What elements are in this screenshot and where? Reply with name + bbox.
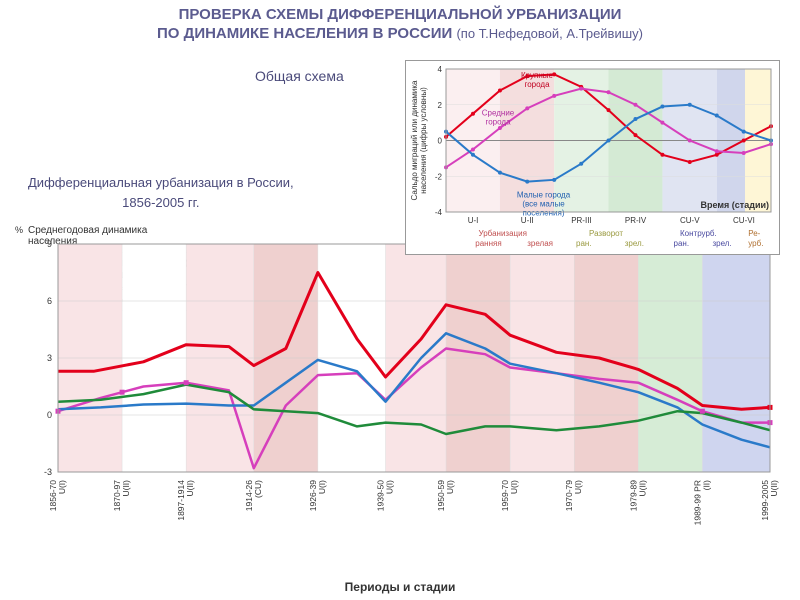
title-line-2: ПО ДИНАМИКЕ НАСЕЛЕНИЯ В РОССИИ (по Т.Неф… xyxy=(10,25,790,44)
svg-text:1999-2005U(II): 1999-2005U(II) xyxy=(760,480,779,521)
svg-text:U-I: U-I xyxy=(468,216,479,225)
schema-label: Общая схема xyxy=(255,68,344,84)
svg-text:4: 4 xyxy=(438,65,443,74)
svg-text:зрел.: зрел. xyxy=(625,239,644,248)
svg-text:6: 6 xyxy=(47,296,52,306)
svg-text:-2: -2 xyxy=(435,172,443,181)
svg-text:1970-79U(I): 1970-79U(I) xyxy=(564,480,583,511)
svg-text:-4: -4 xyxy=(435,208,443,217)
svg-text:Сальдо миграций или динамикана: Сальдо миграций или динамиканаселения (ц… xyxy=(410,80,428,200)
svg-text:1959-70U(I): 1959-70U(I) xyxy=(500,480,519,511)
svg-text:CU-V: CU-V xyxy=(680,216,700,225)
svg-text:1939-50U(I): 1939-50U(I) xyxy=(376,480,395,511)
svg-text:1914-26(CU): 1914-26(CU) xyxy=(244,480,263,511)
svg-text:0: 0 xyxy=(47,410,52,420)
svg-text:Ре-: Ре- xyxy=(748,229,760,238)
subheading: Дифференциальная урбанизация в России, 1… xyxy=(28,175,294,212)
svg-text:9: 9 xyxy=(47,239,52,249)
svg-text:ран.: ран. xyxy=(576,239,592,248)
svg-text:ран.: ран. xyxy=(674,239,690,248)
svg-text:1979-89U(II): 1979-89U(II) xyxy=(628,480,647,511)
svg-text:Малые города(все малыепоселени: Малые города(все малыепоселения) xyxy=(517,191,571,218)
title-line-1: ПРОВЕРКА СХЕМЫ ДИФФЕРЕНЦИАЛЬНОЙ УРБАНИЗА… xyxy=(10,6,790,25)
svg-text:1870-97U(II): 1870-97U(II) xyxy=(112,480,131,511)
svg-text:1856-70U(I): 1856-70U(I) xyxy=(48,480,67,511)
svg-text:PR-IV: PR-IV xyxy=(625,216,647,225)
svg-text:CU-VI: CU-VI xyxy=(733,216,755,225)
svg-text:ранняя: ранняя xyxy=(475,239,501,248)
svg-text:1897-1914U(II): 1897-1914U(II) xyxy=(176,480,195,521)
svg-text:зрелая: зрелая xyxy=(527,239,553,248)
svg-text:-3: -3 xyxy=(44,467,52,477)
svg-text:0: 0 xyxy=(438,137,443,146)
svg-text:PR-III: PR-III xyxy=(571,216,591,225)
inset-chart: -4-2024U-IU-IIPR-IIIPR-IVCU-VCU-VIКрупны… xyxy=(405,60,780,255)
pct-label: % xyxy=(15,225,23,235)
svg-text:1989-99 PR(II): 1989-99 PR(II) xyxy=(692,480,711,526)
svg-text:Контрурб.: Контрурб. xyxy=(680,229,717,238)
svg-text:Урбанизация: Урбанизация xyxy=(479,229,527,238)
svg-text:1926-39U(I): 1926-39U(I) xyxy=(308,480,327,511)
svg-text:Разворот: Разворот xyxy=(589,229,623,238)
svg-text:2: 2 xyxy=(438,101,443,110)
svg-text:3: 3 xyxy=(47,353,52,363)
main-chart: -3 0 3 6 9 1856-70U(I) 1870-97U(II) 1897-1914U(… xyxy=(30,232,780,532)
svg-text:Средниегорода: Средниегорода xyxy=(482,108,515,126)
svg-text:зрел.: зрел. xyxy=(713,239,732,248)
xaxis-title: Периоды и стадии xyxy=(0,580,800,594)
svg-text:Крупныегорода: Крупныегорода xyxy=(521,71,554,89)
svg-text:1950-59U(I): 1950-59U(I) xyxy=(436,480,455,511)
svg-text:Время (стадии): Время (стадии) xyxy=(701,200,769,210)
page-title: ПРОВЕРКА СХЕМЫ ДИФФЕРЕНЦИАЛЬНОЙ УРБАНИЗА… xyxy=(0,0,800,46)
svg-text:урб.: урб. xyxy=(748,239,763,248)
